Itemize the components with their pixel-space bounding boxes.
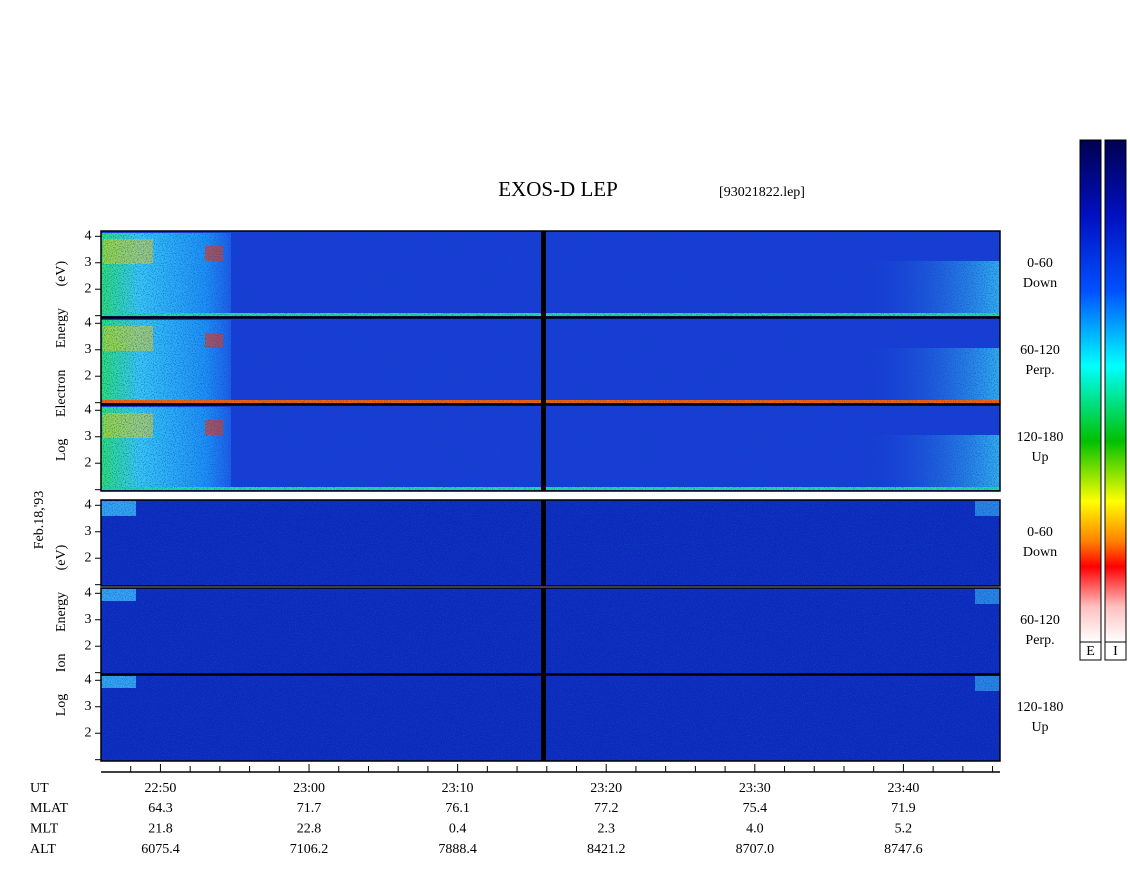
panels: 2 3 4 0-60 Down 2 3 4 60-120 Perp. 2 3 4 120-180 Up 2 3 4… [85, 229, 1064, 762]
y-tick-label: 2 [85, 455, 92, 470]
y-tick-label: 2 [85, 281, 92, 296]
x-tick-label: 23:10 [442, 781, 474, 796]
panel-label: Perp. [1025, 633, 1054, 648]
group-label: Log Electron Energy (eV) [54, 261, 69, 462]
ephemeris-value: 22.8 [297, 822, 322, 837]
y-tick-label: 3 [85, 699, 92, 714]
y-tick-label: 3 [85, 342, 92, 357]
data-gap [541, 318, 546, 404]
subtitle: [93021822.lep] [719, 185, 805, 200]
group-label: Log Ion Energy (eV) [54, 544, 69, 716]
colorbar-label-box [1104, 641, 1127, 661]
ephemeris-name: MLAT [30, 801, 69, 816]
panel-frame [100, 587, 1001, 675]
colorbar [1079, 139, 1102, 643]
ephemeris-value: 5.2 [895, 822, 913, 837]
panel-label: Down [1023, 545, 1057, 560]
panel-label: Perp. [1025, 363, 1054, 378]
noise-overlay [101, 318, 1000, 404]
title: EXOS-D LEP [498, 177, 618, 201]
ephemeris-value: 4.0 [746, 822, 764, 837]
panel-label: Up [1031, 720, 1048, 735]
noise-overlay [101, 500, 1000, 586]
ephemeris-value: 75.4 [743, 801, 768, 816]
colorbar-label-box [1079, 641, 1102, 661]
ephemeris-value: 7888.4 [438, 842, 477, 857]
panel-frame [100, 499, 1001, 587]
y-tick-label: 4 [85, 229, 92, 244]
panel-label: 120-180 [1017, 430, 1064, 445]
x-tick-label: 23:00 [293, 781, 325, 796]
ephemeris-value: 64.3 [148, 801, 173, 816]
panel-label: Up [1031, 450, 1048, 465]
ephemeris-value: 71.9 [891, 801, 916, 816]
ephemeris-value: 77.2 [594, 801, 619, 816]
y-tick-label: 4 [85, 673, 92, 688]
ephemeris-name: ALT [30, 842, 56, 857]
x-tick-label: 22:50 [144, 781, 176, 796]
data-gap [541, 231, 546, 317]
ephemeris-value: 6075.4 [141, 842, 180, 857]
y-tick-label: 3 [85, 612, 92, 627]
data-gap [541, 405, 546, 491]
panel-label: 60-120 [1020, 343, 1060, 358]
y-tick-label: 2 [85, 725, 92, 740]
noise-overlay [101, 405, 1000, 491]
data-gap [541, 500, 546, 586]
x-tick-label: 23:40 [887, 781, 919, 796]
noise-overlay [101, 675, 1000, 761]
ephemeris-value: 8421.2 [587, 842, 626, 857]
y-tick-label: 4 [85, 498, 92, 513]
y-tick-label: 3 [85, 524, 92, 539]
ephemeris-value: 76.1 [445, 801, 470, 816]
ephemeris-value: 8707.0 [736, 842, 775, 857]
panel-label: 0-60 [1027, 525, 1053, 540]
date-label: Feb.18,'93 [32, 491, 47, 550]
ephemeris-value: 0.4 [449, 822, 467, 837]
panel-frame [100, 674, 1001, 762]
panel-label: Down [1023, 276, 1057, 291]
panel-frame [100, 230, 1001, 318]
y-tick-label: 3 [85, 255, 92, 270]
noise-overlay [101, 588, 1000, 674]
colorbar-label: E [1086, 644, 1095, 659]
colorbar-label: I [1113, 644, 1118, 659]
x-axis-label: UT [30, 781, 49, 796]
y-tick-label: 3 [85, 429, 92, 444]
y-tick-label: 2 [85, 368, 92, 383]
colorbar [1104, 139, 1127, 643]
panel-label: 60-120 [1020, 613, 1060, 628]
ephemeris-value: 71.7 [297, 801, 322, 816]
y-tick-label: 4 [85, 586, 92, 601]
data-gap [541, 675, 546, 761]
panel-label: 0-60 [1027, 256, 1053, 271]
panel-frame [100, 317, 1001, 405]
y-tick-label: 4 [85, 316, 92, 331]
panel-frame [100, 404, 1001, 492]
y-tick-label: 2 [85, 550, 92, 565]
noise-overlay [101, 231, 1000, 317]
x-tick-label: 23:30 [739, 781, 771, 796]
x-tick-label: 23:20 [590, 781, 622, 796]
ephemeris-value: 7106.2 [290, 842, 329, 857]
y-tick-label: 2 [85, 638, 92, 653]
y-tick-label: 4 [85, 403, 92, 418]
ephemeris-value: 21.8 [148, 822, 173, 837]
ephemeris-value: 2.3 [597, 822, 615, 837]
panel-label: 120-180 [1017, 700, 1064, 715]
ephemeris-name: MLT [30, 822, 59, 837]
data-gap [541, 588, 546, 674]
ephemeris-value: 8747.6 [884, 842, 923, 857]
